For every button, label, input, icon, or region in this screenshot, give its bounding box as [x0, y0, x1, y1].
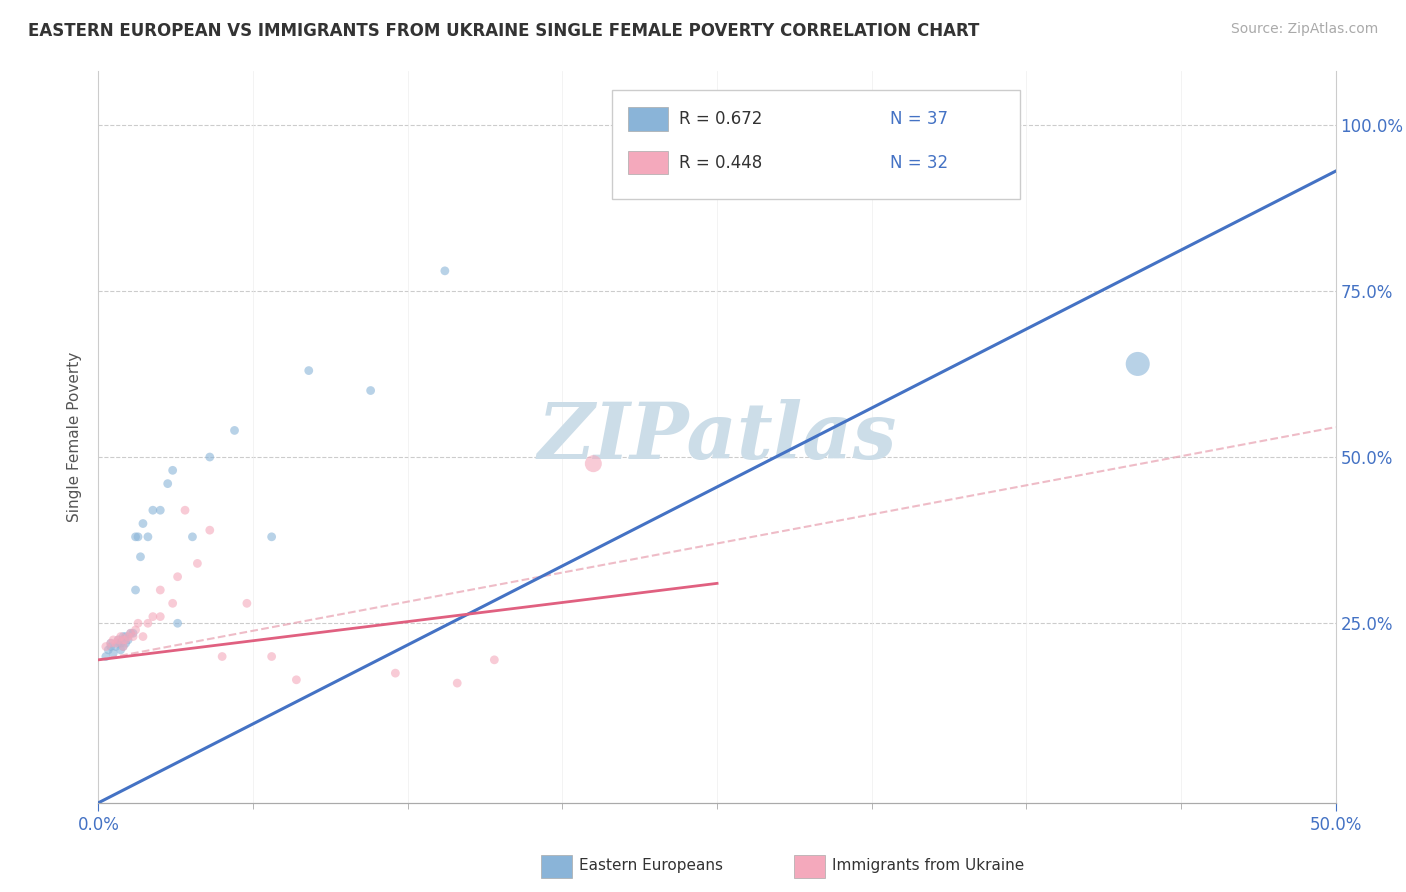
Point — [285, 673, 308, 687]
Point — [124, 530, 146, 544]
Point — [124, 582, 146, 597]
Point — [149, 609, 172, 624]
Point — [211, 649, 233, 664]
Point — [122, 630, 145, 644]
Point — [162, 596, 184, 610]
Text: ZIPatlas: ZIPatlas — [537, 399, 897, 475]
Point — [149, 582, 172, 597]
Point — [142, 503, 165, 517]
Point — [122, 626, 145, 640]
Point — [112, 630, 135, 644]
Point — [198, 450, 221, 464]
Point — [166, 570, 188, 584]
Point — [112, 640, 135, 654]
Text: Source: ZipAtlas.com: Source: ZipAtlas.com — [1230, 22, 1378, 37]
Text: N = 32: N = 32 — [890, 153, 949, 172]
Point — [298, 363, 321, 377]
Text: N = 37: N = 37 — [890, 110, 948, 128]
Point — [107, 632, 129, 647]
FancyBboxPatch shape — [628, 107, 668, 130]
Point — [114, 632, 136, 647]
Point — [484, 653, 506, 667]
Point — [112, 640, 135, 654]
Text: Immigrants from Ukraine: Immigrants from Ukraine — [832, 858, 1025, 872]
Point — [136, 616, 159, 631]
Point — [132, 516, 155, 531]
Point — [236, 596, 259, 610]
Point — [124, 623, 146, 637]
Point — [104, 636, 127, 650]
Point — [110, 630, 132, 644]
Point — [446, 676, 468, 690]
Point — [127, 530, 149, 544]
FancyBboxPatch shape — [628, 151, 668, 175]
Y-axis label: Single Female Poverty: Single Female Poverty — [67, 352, 83, 522]
Point — [1126, 357, 1149, 371]
Point — [110, 636, 132, 650]
Text: R = 0.448: R = 0.448 — [679, 153, 762, 172]
Point — [107, 636, 129, 650]
Point — [114, 630, 136, 644]
Point — [112, 632, 135, 647]
Point — [224, 424, 246, 438]
Point — [107, 632, 129, 647]
Point — [260, 649, 283, 664]
Point — [186, 557, 208, 571]
Point — [433, 264, 456, 278]
Point — [198, 523, 221, 537]
Point — [110, 643, 132, 657]
Point — [260, 530, 283, 544]
Point — [156, 476, 179, 491]
Text: EASTERN EUROPEAN VS IMMIGRANTS FROM UKRAINE SINGLE FEMALE POVERTY CORRELATION CH: EASTERN EUROPEAN VS IMMIGRANTS FROM UKRA… — [28, 22, 980, 40]
Point — [100, 636, 122, 650]
Point — [114, 636, 136, 650]
Point — [112, 632, 135, 647]
Point — [117, 632, 139, 647]
Point — [142, 609, 165, 624]
Point — [162, 463, 184, 477]
Point — [360, 384, 382, 398]
Point — [166, 616, 188, 631]
Point — [149, 503, 172, 517]
Point — [120, 626, 142, 640]
Point — [174, 503, 197, 517]
FancyBboxPatch shape — [612, 90, 1021, 200]
Point — [103, 646, 125, 660]
Point — [582, 457, 605, 471]
Text: R = 0.672: R = 0.672 — [679, 110, 762, 128]
Point — [103, 632, 125, 647]
Point — [136, 530, 159, 544]
Point — [104, 640, 127, 654]
Point — [127, 616, 149, 631]
Point — [94, 649, 117, 664]
Point — [94, 640, 117, 654]
Point — [97, 643, 120, 657]
Point — [129, 549, 152, 564]
Point — [120, 626, 142, 640]
Text: Eastern Europeans: Eastern Europeans — [579, 858, 723, 872]
Point — [384, 666, 406, 681]
Point — [100, 640, 122, 654]
Point — [181, 530, 204, 544]
Point — [117, 630, 139, 644]
Point — [132, 630, 155, 644]
Point — [100, 636, 122, 650]
